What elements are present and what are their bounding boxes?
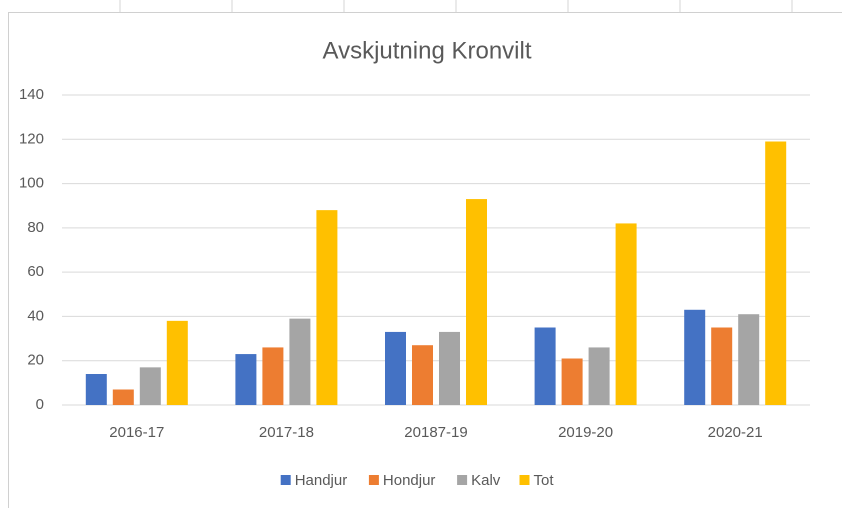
- bar: [235, 354, 257, 405]
- bar: [85, 374, 107, 405]
- legend-swatch: [519, 475, 530, 485]
- bar: [439, 331, 460, 405]
- y-tick-label: 140: [19, 86, 44, 103]
- bar: [738, 314, 760, 405]
- legend-label: Hondjur: [383, 472, 436, 489]
- bar: [139, 367, 161, 405]
- y-tick-label: 80: [27, 219, 44, 236]
- x-tick-label: 20187-19: [404, 424, 467, 441]
- bar: [112, 389, 134, 405]
- legend-swatch: [368, 475, 379, 485]
- legend-label: Handjur: [295, 472, 348, 489]
- legend-label: Tot: [534, 472, 555, 489]
- y-tick-label: 100: [19, 175, 44, 192]
- bar: [615, 223, 637, 405]
- legend-label: Kalv: [471, 472, 501, 489]
- x-tick-label: 2017-18: [259, 424, 314, 441]
- bar: [711, 327, 733, 405]
- x-tick-label: 2016-17: [109, 424, 164, 441]
- y-tick-label: 0: [36, 396, 44, 413]
- bar: [166, 320, 188, 405]
- bar: [588, 347, 610, 405]
- bar: [316, 210, 338, 405]
- legend-swatch: [280, 475, 291, 485]
- sheet-strip: [0, 0, 842, 12]
- y-tick-label: 120: [19, 130, 44, 147]
- bar: [684, 309, 706, 405]
- bar: [534, 327, 556, 405]
- bar: [412, 345, 433, 405]
- bar: [466, 199, 487, 405]
- bar: [289, 318, 311, 405]
- y-tick-label: 20: [27, 352, 44, 369]
- x-tick-label: 2020-21: [708, 424, 763, 441]
- x-tick-label: 2019-20: [558, 424, 613, 441]
- bar: [561, 358, 583, 405]
- bar: [765, 141, 787, 405]
- y-tick-label: 60: [27, 263, 44, 280]
- bar: [385, 331, 406, 405]
- chart-title: Avskjutning Kronvilt: [323, 37, 532, 64]
- bar: [262, 347, 284, 405]
- sheet-cells: [119, 0, 793, 12]
- y-tick-label: 40: [27, 307, 44, 324]
- legend-swatch: [457, 475, 468, 485]
